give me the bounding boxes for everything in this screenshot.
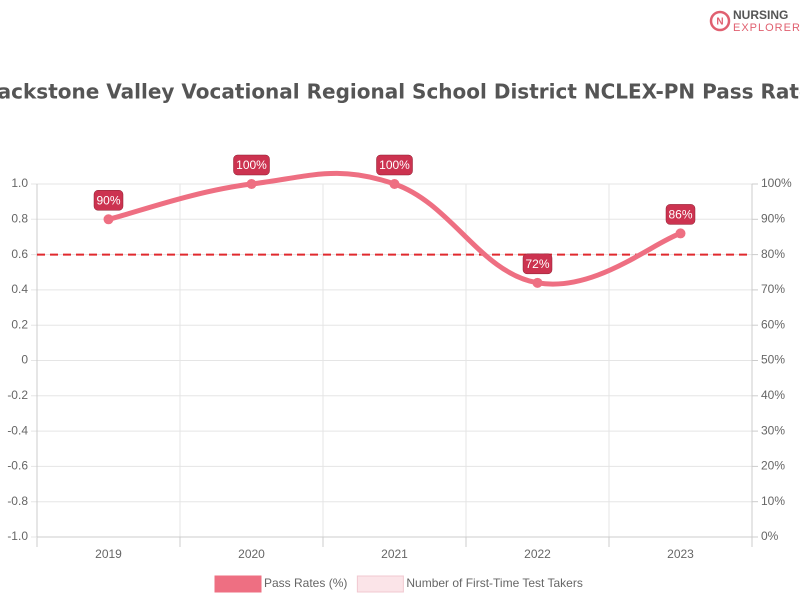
y-tick-label: -0.6 [7, 459, 28, 473]
logo: N NURSING EXPLORER [709, 8, 800, 34]
y2-tick-label: 100% [761, 176, 792, 190]
y-tick-label: 0.4 [11, 282, 28, 296]
x-tick-label: 2020 [238, 547, 265, 561]
data-point [103, 214, 114, 225]
value-label: 72% [525, 257, 549, 271]
value-label: 90% [96, 193, 120, 207]
y2-tick-label: 40% [761, 388, 785, 402]
y2-tick-label: 60% [761, 317, 785, 331]
logo-text: EXPLORER [733, 22, 800, 34]
legend-label: Pass Rates (%) [264, 576, 347, 590]
data-point [532, 277, 543, 288]
y-tick-label: -0.4 [7, 423, 28, 437]
logo-icon-letter: N [716, 17, 723, 28]
chart-title: Blackstone Valley Vocational Regional Sc… [0, 80, 800, 104]
value-label-box [233, 154, 270, 176]
y-tick-label: -0.8 [7, 494, 28, 508]
y2-tick-label: 20% [761, 459, 785, 473]
legend-swatch [356, 575, 404, 593]
y2-tick-label: 30% [761, 423, 785, 437]
x-tick-label: 2022 [524, 547, 551, 561]
value-label: 100% [236, 158, 267, 172]
value-label-box [522, 253, 553, 275]
legend-swatch [214, 575, 262, 593]
y2-tick-label: 80% [761, 247, 785, 261]
value-label-box [93, 190, 124, 211]
y-tick-label: -0.2 [7, 388, 28, 402]
x-tick-label: 2023 [667, 547, 694, 561]
value-label-box [376, 154, 413, 176]
y2-tick-label: 50% [761, 353, 785, 367]
logo-text: NURSING [733, 8, 788, 22]
y2-tick-label: 70% [761, 282, 785, 296]
data-point [246, 179, 257, 189]
x-tick-label: 2019 [95, 547, 122, 561]
y-tick-label: 1.0 [11, 176, 28, 190]
legend-label: Number of First-Time Test Takers [406, 576, 582, 590]
y2-tick-label: 90% [761, 211, 785, 225]
y2-tick-label: 10% [761, 494, 785, 508]
x-tick-label: 2021 [381, 547, 408, 561]
y-tick-label: 0.2 [11, 317, 28, 331]
y-tick-label: 0 [21, 353, 28, 367]
logo-icon [709, 10, 731, 32]
line-series [106, 170, 683, 287]
y2-tick-label: 0% [761, 529, 779, 543]
y-tick-label: 0.8 [11, 211, 28, 225]
value-label: 100% [379, 158, 410, 172]
y-tick-label: -1.0 [7, 529, 28, 543]
data-point [675, 228, 686, 239]
value-label-box [665, 204, 696, 225]
y-tick-label: 0.6 [11, 247, 28, 261]
data-point [389, 179, 400, 189]
value-label: 86% [668, 208, 692, 222]
